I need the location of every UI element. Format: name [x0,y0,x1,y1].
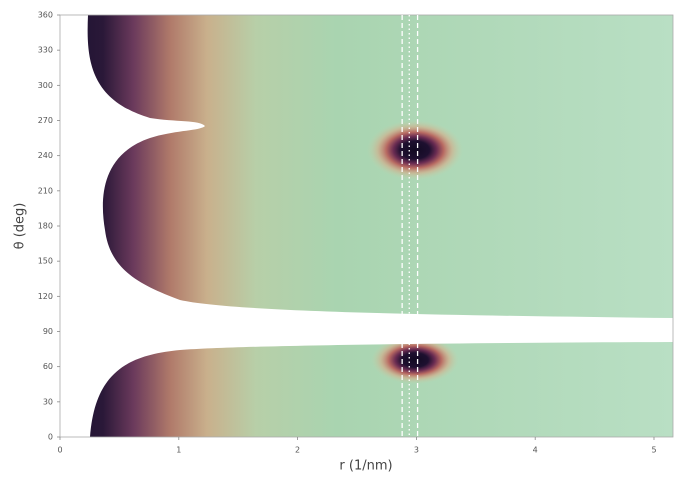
y-axis-label: θ (deg) [13,203,28,250]
hotspot [371,336,459,384]
y-tick-label: 180 [38,222,53,231]
x-axis-label: r (1/nm) [339,459,392,474]
y-tick-label: 210 [38,186,53,195]
y-tick-label: 90 [43,327,53,336]
y-tick-label: 120 [38,292,53,301]
heatmap-image [60,15,673,437]
y-tick-label: 0 [48,433,53,442]
x-tick-label: 1 [176,446,181,455]
y-tick-label: 270 [38,116,53,125]
heatmap-background [60,15,673,437]
hotspot [367,120,463,180]
y-tick-label: 30 [43,397,53,406]
x-tick-label: 4 [533,446,538,455]
y-tick-label: 360 [38,11,53,20]
y-tick-label: 330 [38,46,53,55]
y-tick-label: 150 [38,257,53,266]
x-tick-label: 3 [414,446,419,455]
y-tick-label: 60 [43,362,53,371]
y-tick-label: 300 [38,81,53,90]
x-tick-label: 0 [57,446,62,455]
y-tick-label: 240 [38,151,53,160]
masked-region [60,15,673,437]
x-tick-label: 2 [295,446,300,455]
x-tick-label: 5 [651,446,656,455]
